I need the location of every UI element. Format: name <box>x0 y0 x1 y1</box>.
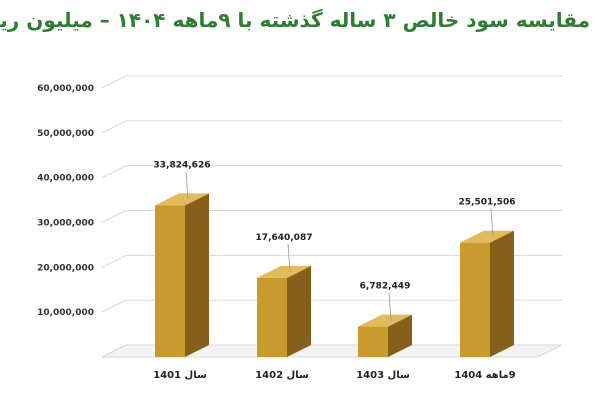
bars <box>155 193 514 357</box>
bar-side <box>287 265 311 357</box>
gridline <box>101 299 562 313</box>
data-label-leader <box>287 243 291 272</box>
gridline <box>101 344 562 358</box>
x-tick-label: 9ماهه 1404 <box>454 370 515 381</box>
x-tick-label: سال 1402 <box>255 370 309 381</box>
bar-front <box>460 242 490 357</box>
data-label-leader <box>490 208 494 237</box>
bar-side <box>490 230 514 357</box>
bar-front <box>358 326 388 357</box>
data-label-leader <box>388 292 392 321</box>
bar-top <box>358 314 412 327</box>
gridline <box>101 165 562 179</box>
gridline <box>101 120 562 134</box>
bar <box>155 193 209 357</box>
gridline <box>101 75 562 89</box>
data-label-leader <box>185 171 189 200</box>
bar-side <box>388 314 412 357</box>
x-tick-label: سال 1401 <box>153 370 207 381</box>
labels: 33,824,626 سال 1401 17,640,087 سال 1402 6,78… <box>153 160 515 381</box>
y-tick-label: 10,000,000 <box>37 308 94 318</box>
data-label: 17,640,087 <box>256 233 313 243</box>
y-tick-label: 60,000,000 <box>37 84 94 94</box>
y-tick-label: 20,000,000 <box>37 263 94 273</box>
bar-top <box>155 193 209 206</box>
bar-front <box>257 277 287 357</box>
y-tick-label: 50,000,000 <box>37 129 94 139</box>
bar-front <box>155 205 185 357</box>
grid-lines <box>101 75 563 358</box>
bar-top <box>460 230 514 243</box>
chart-title: مقایسه سود خالص ۳ ساله گذشته با ۹ماهه ۱۴… <box>0 8 590 32</box>
gridline <box>101 254 562 268</box>
data-label: 33,824,626 <box>154 160 211 170</box>
bar <box>358 314 412 357</box>
bar-side <box>185 193 209 357</box>
data-label: 6,782,449 <box>360 282 411 292</box>
bar <box>257 265 311 357</box>
bar-top <box>257 265 311 278</box>
y-axis: 10,000,000 20,000,000 30,000,000 40,000,000… <box>37 84 94 318</box>
gridline <box>101 210 562 223</box>
data-label: 25,501,506 <box>459 198 516 208</box>
x-tick-label: سال 1403 <box>356 370 410 381</box>
y-tick-label: 40,000,000 <box>37 174 94 184</box>
bar <box>460 230 514 357</box>
y-tick-label: 30,000,000 <box>37 219 94 229</box>
